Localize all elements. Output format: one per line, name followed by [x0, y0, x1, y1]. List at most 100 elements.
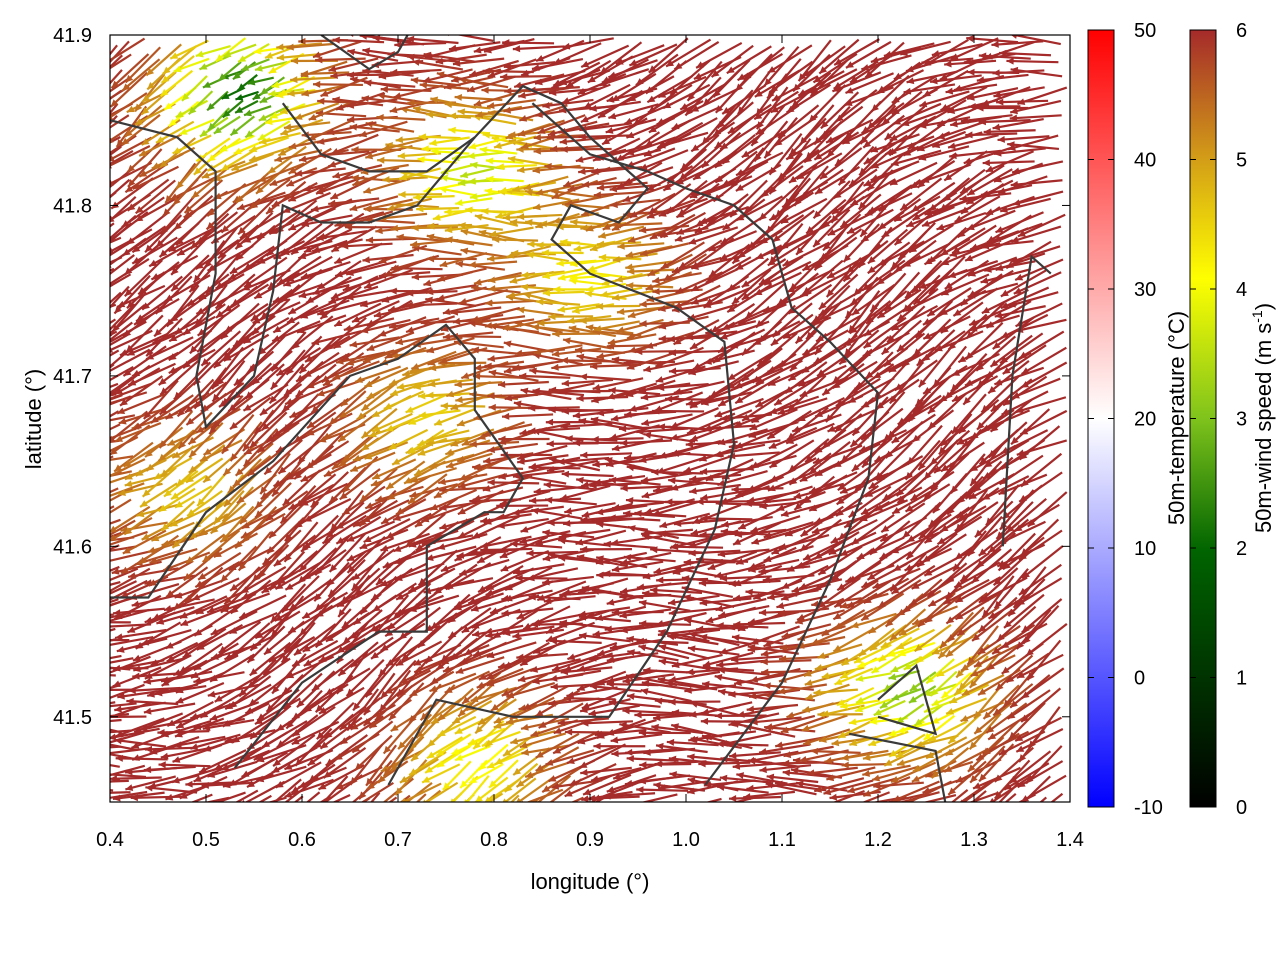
wind-arrow-head	[164, 294, 173, 302]
wind-arrow-head	[457, 531, 466, 538]
wind-arrow-head	[503, 367, 512, 374]
wind-arrow-head	[417, 640, 426, 648]
wind-arrow-shaft	[551, 361, 602, 370]
wind-arrow-head	[626, 464, 635, 472]
wind-arrow-head	[98, 225, 106, 232]
wind-arrow-head	[395, 787, 403, 796]
wind-arrow-head	[706, 805, 714, 812]
wind-arrow-shaft	[114, 421, 162, 443]
wind-arrow-head	[193, 723, 202, 731]
wind-arrow-shaft	[472, 374, 523, 379]
wind-arrow-head	[746, 464, 755, 471]
wind-arrow-head	[619, 611, 628, 619]
wind-arrow-head	[386, 482, 395, 490]
wind-arrow-shaft	[529, 369, 581, 378]
wind-arrow-shaft	[230, 622, 271, 659]
wind-arrow-shaft	[940, 441, 985, 473]
wind-arrow-head	[224, 736, 233, 744]
wind-arrow-head	[699, 531, 707, 539]
wind-arrow-head	[952, 369, 961, 376]
wind-arrow-shaft	[139, 718, 192, 731]
wind-arrow-head	[532, 619, 541, 627]
wind-arrow-head	[741, 347, 750, 356]
wind-arrow-head	[128, 686, 136, 694]
wind-arrow-shaft	[720, 732, 772, 746]
wind-arrow-head	[436, 662, 445, 670]
wind-arrow-shaft	[354, 365, 401, 383]
wind-arrow-head	[1021, 479, 1029, 487]
wind-arrow-shaft	[608, 388, 661, 396]
wind-arrow-head	[526, 549, 534, 557]
wind-arrow-head	[230, 650, 239, 658]
wind-arrow-head	[689, 710, 697, 718]
wind-arrow-head	[1020, 428, 1029, 435]
wind-arrow-head	[450, 798, 456, 802]
wind-arrow-head	[532, 677, 540, 685]
wind-arrow-head	[110, 588, 113, 594]
wind-arrow-shaft	[240, 512, 286, 539]
wind-arrow-head	[223, 351, 231, 360]
wind-arrow-head	[974, 726, 983, 734]
wind-arrow-head	[1023, 636, 1031, 644]
wind-arrow-shaft	[215, 347, 255, 387]
wind-arrow-head	[190, 671, 199, 678]
wind-arrow-head	[132, 654, 141, 662]
wind-arrow-shaft	[110, 764, 146, 777]
wind-arrow-head	[981, 306, 990, 314]
wind-arrow-shaft	[111, 291, 148, 333]
wind-arrow-shaft	[374, 684, 414, 722]
wind-arrow-shaft	[143, 379, 179, 420]
wind-arrow-shaft	[837, 458, 881, 492]
wind-arrow-shaft	[385, 512, 432, 540]
wind-arrow-head	[431, 716, 440, 724]
wind-arrow-head	[792, 757, 801, 765]
wind-arrow-shaft	[303, 352, 351, 378]
wind-arrow-shaft	[280, 621, 316, 664]
wind-arrow-head	[418, 577, 427, 586]
wind-arrow-head	[399, 632, 407, 640]
wind-arrow-head	[339, 492, 348, 500]
wind-arrow-head	[390, 351, 399, 359]
wind-arrow-shaft	[171, 766, 223, 784]
wind-arrow-head	[161, 469, 169, 477]
wind-arrow-head	[611, 565, 620, 573]
wind-arrow-head	[228, 779, 237, 786]
wind-arrow-head	[110, 719, 111, 721]
wind-arrow-head	[643, 431, 652, 439]
wind-arrow-head	[866, 316, 874, 324]
wind-arrow-head	[627, 649, 635, 657]
wind-arrow-head	[948, 342, 957, 350]
wind-arrow-shaft	[656, 456, 707, 474]
wind-arrow-head	[425, 288, 434, 296]
wind-arrow-shaft	[839, 592, 889, 609]
wind-arrow-head	[940, 325, 949, 333]
wind-arrow-head	[478, 717, 486, 725]
wind-arrow-shaft	[192, 347, 231, 386]
wind-arrow-head	[425, 296, 433, 304]
wind-arrow-head	[906, 551, 915, 560]
wind-arrow-head	[981, 424, 990, 431]
wind-arrow-head	[989, 797, 995, 802]
wind-arrow-shaft	[480, 535, 532, 548]
wind-arrow-head	[763, 682, 771, 690]
wind-arrow-head	[502, 324, 511, 331]
wind-arrow-shaft	[604, 623, 657, 631]
wind-arrow-shaft	[821, 704, 865, 717]
wind-arrow-head	[80, 687, 87, 694]
wind-arrow-head	[656, 576, 664, 584]
wind-arrow-shaft	[889, 608, 927, 642]
wind-arrow-shaft	[190, 793, 213, 802]
wind-arrow-shaft	[921, 533, 967, 564]
wind-arrow-head	[69, 756, 77, 763]
wind-arrow-head	[869, 547, 878, 555]
wind-arrow-shaft	[989, 334, 1033, 368]
wind-arrow-head	[411, 363, 420, 370]
wind-arrow-shaft	[180, 605, 230, 627]
wind-arrow-head	[651, 723, 659, 731]
wind-arrow-head	[998, 562, 1007, 571]
wind-arrow-head	[566, 757, 575, 765]
wind-arrow-head	[363, 707, 372, 715]
wind-arrow-head	[946, 616, 955, 624]
wind-arrow-head	[994, 378, 1003, 386]
wind-arrow-head	[813, 356, 822, 364]
